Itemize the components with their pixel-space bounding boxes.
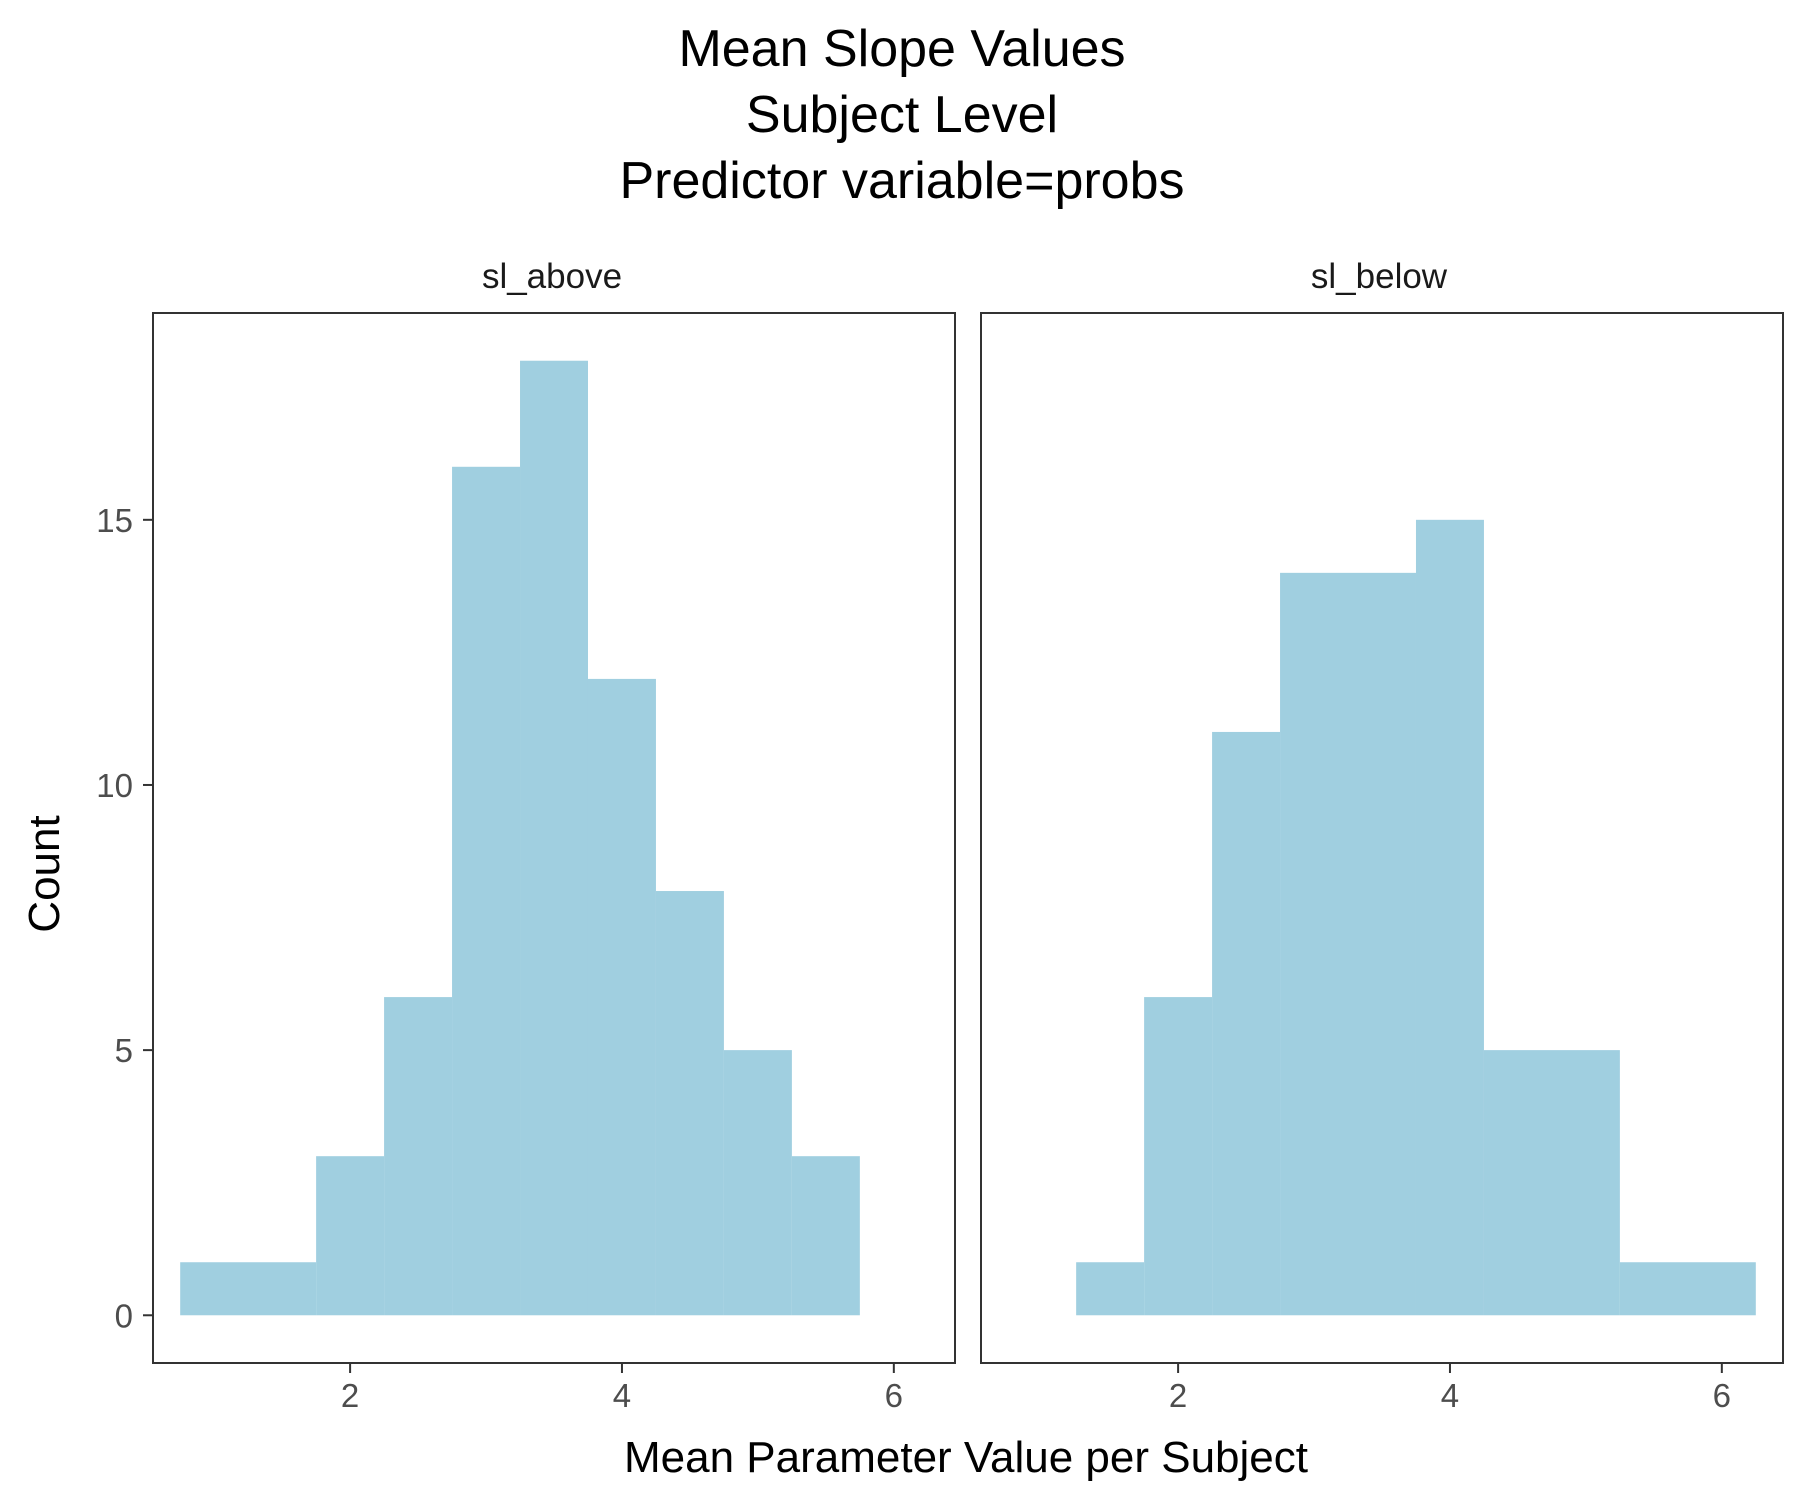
chart-title-line-1: Mean Slope Values (678, 20, 1125, 78)
y-tick-label: 5 (115, 1032, 133, 1069)
chart-title-line-2: Subject Level (746, 86, 1058, 144)
y-tick-label: 10 (96, 767, 133, 804)
panel-border (980, 312, 1784, 1364)
x-axis-title: Mean Parameter Value per Subject (624, 1433, 1308, 1482)
histogram-bar (180, 1262, 317, 1316)
y-tick-label: 0 (115, 1297, 133, 1334)
histogram-bar (791, 1156, 860, 1316)
histogram-bar (520, 360, 588, 1316)
x-tick-label: 6 (885, 1377, 903, 1414)
y-axis-title: Count (20, 815, 69, 932)
histogram-bar (1212, 731, 1281, 1316)
x-tick-label: 4 (1441, 1377, 1459, 1414)
x-tick-label: 6 (1713, 1377, 1731, 1414)
histogram-bar (587, 678, 656, 1316)
panel-strip-label-sl-below: sl_below (1311, 257, 1448, 296)
panel-sl-above: 2 4 6 (152, 312, 956, 1414)
histogram-bar (1144, 997, 1213, 1316)
histogram-bar (1076, 1262, 1145, 1316)
x-tick-label: 2 (341, 1377, 359, 1414)
histogram-bar (1415, 519, 1484, 1316)
y-axis: 0 5 10 15 (96, 502, 153, 1334)
histogram-bar (723, 1050, 792, 1316)
y-tick-label: 15 (96, 502, 133, 539)
x-tick-label: 4 (613, 1377, 631, 1414)
panel-border (152, 312, 956, 1364)
histogram-bar (1483, 1050, 1620, 1316)
chart-title-line-3: Predictor variable=probs (619, 152, 1184, 210)
histogram-bar (1280, 572, 1416, 1316)
histogram-bar (384, 997, 453, 1316)
histogram-bar (452, 466, 521, 1316)
panel-strip-label-sl-above: sl_above (482, 257, 622, 296)
histogram-bar (316, 1156, 385, 1316)
histogram-bar (1619, 1262, 1756, 1316)
x-tick-label: 2 (1169, 1377, 1187, 1414)
histogram-bar (655, 891, 724, 1316)
panel-sl-below: 2 4 6 (980, 312, 1784, 1414)
